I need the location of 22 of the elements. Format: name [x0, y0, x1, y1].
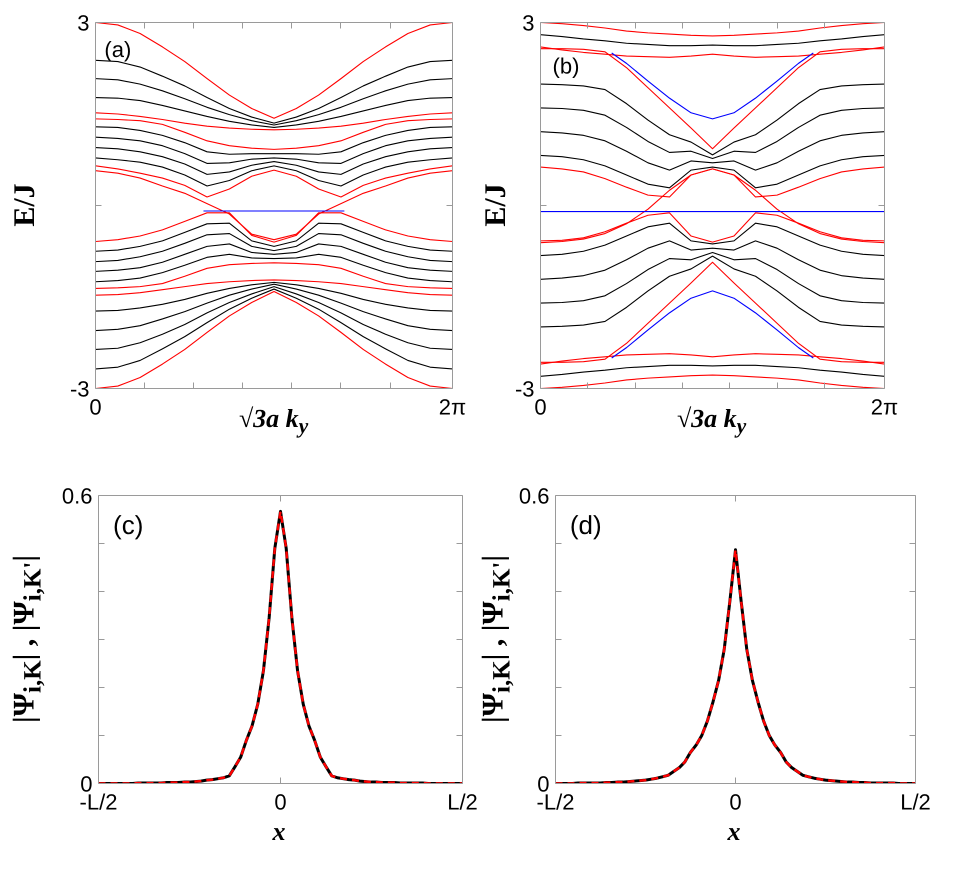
x-tick-label: 0: [274, 790, 287, 814]
y-tick-label: -3: [514, 376, 534, 402]
text: (c): [113, 510, 144, 540]
x-tick-label: L/2: [900, 790, 931, 814]
x-axis-title: x: [726, 817, 742, 847]
y-tick-label: 0.6: [62, 484, 93, 508]
y-tick-label: 0.6: [518, 484, 550, 508]
y-axis-title: E/J: [8, 183, 41, 227]
text: (b): [552, 54, 580, 79]
x-axis-title: x: [271, 817, 286, 847]
x-axis-title: √3a k$_{y}$: [676, 404, 746, 438]
y-tick-label: -3: [70, 376, 90, 402]
y-axis-title: E/J: [479, 183, 512, 227]
x-axis-title: √3a k$_{y}$: [238, 404, 308, 438]
text: (d): [570, 510, 602, 540]
x-tick-label: 0: [729, 790, 742, 814]
x-tick-label: 2π: [438, 394, 466, 420]
y-tick-label: 3: [522, 10, 535, 36]
text: (a): [104, 37, 132, 62]
y-tick-label: 3: [77, 10, 90, 36]
x-tick-label: L/2: [447, 790, 478, 814]
x-tick-label: 2π: [870, 394, 898, 420]
